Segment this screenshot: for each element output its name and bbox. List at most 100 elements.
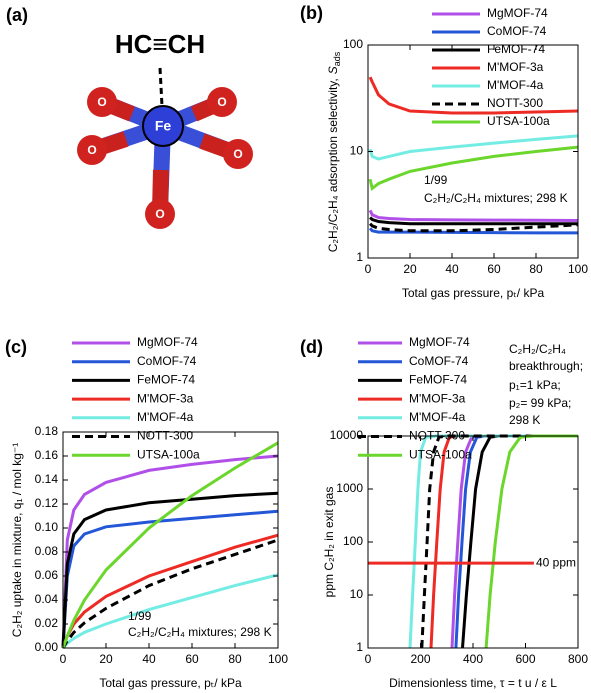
y-tick-label: 0.04 bbox=[35, 592, 59, 606]
plot-frame bbox=[367, 435, 579, 649]
chart-panel: (b) 0 20 40 60 80 100 1 10 100 Total gas pressure,… bbox=[300, 3, 588, 300]
oxygen-atom bbox=[77, 135, 107, 165]
chart-panel: (c) 0 20 40 60 80 100 0.00 0.02 0.04 0.06 0.08 0.10 0… bbox=[5, 335, 288, 690]
x-tick-label: 0 bbox=[60, 652, 67, 666]
y-tick-label: 1 bbox=[356, 640, 363, 654]
legend-label: M'MOF-4a bbox=[409, 410, 466, 424]
annotation: p₁=1 kPa; bbox=[509, 378, 561, 392]
oxygen-atom bbox=[223, 139, 253, 169]
series-line bbox=[369, 222, 579, 233]
x-tick-label: 400 bbox=[463, 652, 483, 666]
legend-label: NOTT-300 bbox=[487, 96, 543, 110]
y-axis-label: C₂H₂/C₂H₄ adsorption selectivity, Sads bbox=[326, 51, 342, 252]
x-tick-label: 80 bbox=[529, 262, 543, 276]
series-line bbox=[61, 454, 279, 649]
annotation: C₂H₂/C₂H₄ bbox=[509, 342, 566, 356]
iron-atom bbox=[142, 105, 184, 147]
oxygen-atom bbox=[207, 87, 237, 117]
series-line bbox=[420, 434, 578, 649]
legend-label: UTSA-100a bbox=[137, 447, 200, 461]
legend-label: CoMOF-74 bbox=[137, 354, 197, 368]
series-line bbox=[61, 538, 279, 649]
x-axis-label: Total gas pressure, pₜ/ kPa bbox=[99, 676, 242, 690]
y-tick-label: 10 bbox=[350, 144, 364, 158]
oxygen-atom bbox=[87, 87, 117, 117]
annotation: C₂H₂/C₂H₄ mixtures; 298 K bbox=[128, 625, 272, 639]
series-line bbox=[368, 76, 579, 115]
x-tick-label: 200 bbox=[410, 652, 430, 666]
x-tick-label: 80 bbox=[228, 652, 242, 666]
legend-label: MgMOF-74 bbox=[137, 335, 198, 349]
molecule-diagram: (a) HC≡CH O O O O O Fe bbox=[6, 5, 253, 229]
y-axis-label: ppm C₂H₂ in exit gas bbox=[322, 487, 336, 598]
y-tick-label: 100 bbox=[343, 37, 363, 51]
x-tick-label: 40 bbox=[445, 262, 459, 276]
y-axis-label-text: C₂H₂/C₂H₄ adsorption selectivity, bbox=[326, 78, 340, 252]
legend-label: FeMOF-74 bbox=[409, 373, 467, 387]
chart-panel: (d) 40 ppm 0 200 400 600 800 1 10 100 1000 10000 Dim… bbox=[300, 335, 588, 690]
legend-label: CoMOF-74 bbox=[409, 354, 469, 368]
series-line bbox=[368, 145, 579, 192]
legend-label: UTSA-100a bbox=[487, 114, 550, 128]
x-tick-label: 20 bbox=[403, 262, 417, 276]
molecule-label: HC≡CH bbox=[115, 29, 205, 59]
x-tick-label: 20 bbox=[99, 652, 113, 666]
plot-frame bbox=[62, 431, 279, 649]
atom-label: O bbox=[97, 95, 106, 109]
y-axis-label-subscript: ads bbox=[332, 51, 342, 66]
series-line bbox=[369, 216, 578, 226]
series-line bbox=[61, 573, 279, 650]
series-line bbox=[61, 509, 279, 649]
atom-label: O bbox=[233, 147, 242, 161]
y-tick-label: 0.08 bbox=[35, 544, 59, 558]
y-tick-label: 0.14 bbox=[35, 472, 59, 486]
series-line bbox=[61, 491, 279, 649]
threshold-label: 40 ppm bbox=[536, 555, 576, 569]
annotation: 298 K bbox=[509, 413, 540, 427]
legend-label: MgMOF-74 bbox=[487, 6, 548, 20]
series-line bbox=[454, 434, 578, 649]
panel-label: (a) bbox=[6, 5, 28, 25]
y-axis-label: C₂H₂ uptake in mixture, q₁ / mol kg⁻¹ bbox=[10, 443, 24, 637]
y-axis-label-text: C₂H₂ uptake in mixture, q₁ / mol kg⁻¹ bbox=[10, 443, 24, 637]
y-tick-label: 10 bbox=[350, 587, 364, 601]
legend-label: M'MOF-4a bbox=[487, 78, 544, 92]
y-axis-label-symbol: S bbox=[326, 66, 340, 74]
x-axis-label: Total gas pressure, pₜ/ kPa bbox=[402, 286, 545, 300]
y-tick-label: 0.02 bbox=[35, 616, 59, 630]
series-line bbox=[484, 434, 578, 649]
atom-label: O bbox=[87, 143, 96, 157]
x-tick-label: 600 bbox=[515, 652, 535, 666]
y-tick-label: 0.10 bbox=[35, 520, 59, 534]
y-tick-label: 100 bbox=[343, 534, 363, 548]
annotation: 1/99 bbox=[128, 609, 152, 623]
legend-label: UTSA-100a bbox=[409, 447, 472, 461]
legend-label: CoMOF-74 bbox=[487, 24, 547, 38]
x-tick-label: 800 bbox=[568, 652, 588, 666]
annotation: p₂= 99 kPa; bbox=[509, 396, 571, 410]
annotation: 1/99 bbox=[424, 173, 448, 187]
panel-label: (c) bbox=[5, 337, 27, 357]
x-tick-label: 40 bbox=[142, 652, 156, 666]
series-line bbox=[368, 209, 579, 222]
y-tick-label: 0.06 bbox=[35, 568, 59, 582]
y-tick-label: 0.16 bbox=[35, 448, 59, 462]
legend-label: MgMOF-74 bbox=[409, 335, 470, 349]
y-tick-label: 0.12 bbox=[35, 496, 59, 510]
y-tick-label: 1000 bbox=[336, 481, 363, 495]
legend-label: M'MOF-3a bbox=[137, 391, 194, 405]
weak-bond bbox=[158, 67, 164, 107]
legend-label: M'MOF-3a bbox=[487, 60, 544, 74]
x-axis-label: Dimensionless time, τ = t u / ε L bbox=[389, 676, 557, 690]
series-line bbox=[61, 441, 279, 649]
y-tick-label: 10000 bbox=[330, 428, 364, 442]
y-tick-label: 1 bbox=[356, 250, 363, 264]
legend-label: M'MOF-3a bbox=[409, 391, 466, 405]
y-tick-label: 0.18 bbox=[35, 424, 59, 438]
atom-label: Fe bbox=[155, 118, 172, 134]
series-line bbox=[368, 134, 579, 161]
x-tick-label: 100 bbox=[568, 262, 588, 276]
x-tick-label: 60 bbox=[185, 652, 199, 666]
